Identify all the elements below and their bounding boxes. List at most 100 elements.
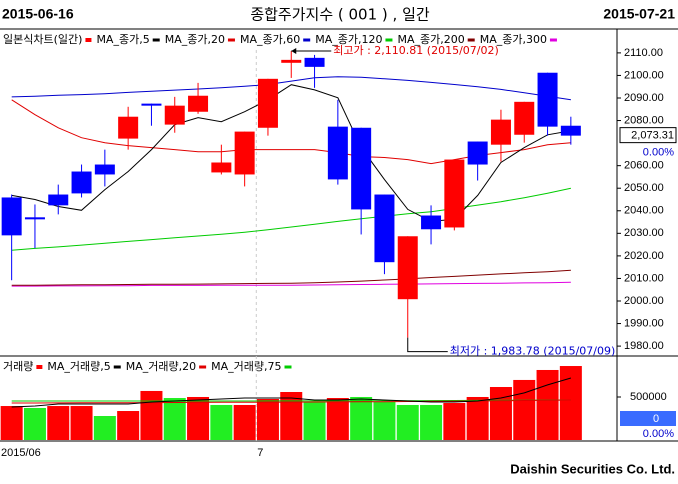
volume-bar [350, 396, 373, 440]
candle-body [211, 162, 232, 173]
candle-body [327, 126, 348, 180]
high-note: 최고가 : 2,110.81 (2015/07/02) [333, 44, 499, 57]
volume-bar [70, 406, 93, 440]
legend-swatch [467, 38, 475, 42]
legend-swatch [85, 38, 92, 42]
candle-body [490, 119, 511, 145]
candle-body [71, 171, 92, 194]
volume-bar [93, 416, 116, 440]
candle-body [1, 197, 22, 236]
legend-label: MA_종가,300 [480, 33, 547, 46]
y-tick-label: 2030.00 [624, 227, 664, 239]
ma-line [11, 281, 571, 287]
legend-label: MA_종가,120 [315, 33, 382, 46]
current-box [620, 411, 676, 426]
candle-body [188, 95, 209, 112]
start-date: 2015-06-16 [2, 6, 74, 22]
volume-bar [163, 398, 186, 440]
y-tick-label: 2020.00 [624, 250, 664, 262]
legend-swatch [199, 365, 207, 369]
candle-body [351, 127, 372, 210]
arrow-head [291, 48, 297, 55]
volume-bar [233, 404, 256, 440]
y-tick-label: 2090.00 [624, 92, 664, 104]
low-pointer [407, 337, 448, 353]
y-tick-label: 2040.00 [624, 205, 664, 217]
change-label: 0.00% [643, 428, 674, 440]
volume-bar [420, 404, 443, 440]
candle-body [444, 159, 465, 228]
candle-body [118, 116, 139, 139]
candle-body [281, 59, 302, 63]
volume-bar [396, 404, 419, 440]
volume-bar [23, 408, 46, 440]
candle-body [234, 131, 255, 175]
volume-bar [489, 387, 512, 440]
volume-bar [117, 411, 140, 440]
volume-bar [280, 392, 303, 440]
footer: Daishin Securities Co. Ltd. [510, 461, 675, 476]
low-note: 최저가 : 1,983.78 (2015/07/09) [450, 345, 616, 358]
legend-swatch [152, 38, 160, 42]
y-tick-label: 2050.00 [624, 182, 664, 194]
legend-swatch [36, 365, 43, 369]
volume-bar [536, 369, 559, 440]
volume-bar [210, 404, 233, 440]
volume-bar [47, 406, 70, 440]
legend-label: MA_거래량,20 [126, 360, 196, 373]
legend-label: MA_거래량,5 [47, 360, 110, 373]
candle-body [164, 105, 185, 125]
change-label: 0.00% [643, 147, 674, 159]
y-tick-label: 1980.00 [624, 340, 664, 352]
x-tick-label: 7 [257, 447, 263, 459]
ma-line [11, 269, 571, 286]
volume-ma-line [11, 377, 572, 408]
y-tick-label: 1990.00 [624, 317, 664, 329]
y-tick-label: 2000.00 [624, 295, 664, 307]
y-tick-label: 2060.00 [624, 160, 664, 172]
volume-bar [326, 398, 349, 440]
volume-bar [0, 406, 23, 440]
ma-line [11, 76, 571, 101]
legend-swatch [113, 365, 121, 369]
candle-body [397, 236, 418, 300]
legend-label: MA_종가,60 [240, 33, 300, 46]
x-tick-label: 2015/06 [1, 447, 41, 459]
current-label: 0 [653, 413, 659, 425]
legend-label: MA_종가,20 [165, 33, 225, 46]
current-label: 2,073.31 [631, 130, 674, 142]
candle-body [304, 57, 325, 67]
candle-body [141, 103, 162, 106]
legend-title: 일본식차트(일간) [3, 32, 82, 46]
candle-body [467, 141, 488, 165]
y-tick-label: 500000 [630, 391, 667, 403]
volume-bar [466, 396, 489, 440]
legend-swatch [385, 38, 393, 42]
volume-ma-line [11, 399, 571, 402]
legend-swatch [284, 365, 292, 369]
legend-label: MA_종가,5 [96, 33, 149, 46]
candle-body [560, 125, 581, 136]
legend-label: MA_거래량,75 [211, 360, 281, 373]
candle-body [257, 78, 278, 128]
volume-bar [140, 390, 163, 440]
candle-body [421, 215, 442, 230]
end-date: 2015-07-21 [603, 6, 675, 22]
current-box [619, 127, 677, 144]
ma-line [11, 187, 572, 251]
y-tick-label: 2100.00 [624, 69, 664, 81]
candle-body [24, 217, 45, 220]
y-tick-label: 2010.00 [624, 272, 664, 284]
ma-line [11, 84, 571, 222]
candle-body [537, 72, 558, 127]
legend-swatch [303, 38, 311, 42]
volume-bar [187, 396, 210, 440]
candle-body [48, 194, 69, 206]
volume-bar [373, 401, 396, 440]
legend-swatch [549, 38, 557, 42]
legend-swatch [227, 38, 235, 42]
legend-label: MA_종가,200 [397, 33, 464, 46]
candle-body [374, 194, 395, 263]
candle-body [94, 164, 115, 175]
